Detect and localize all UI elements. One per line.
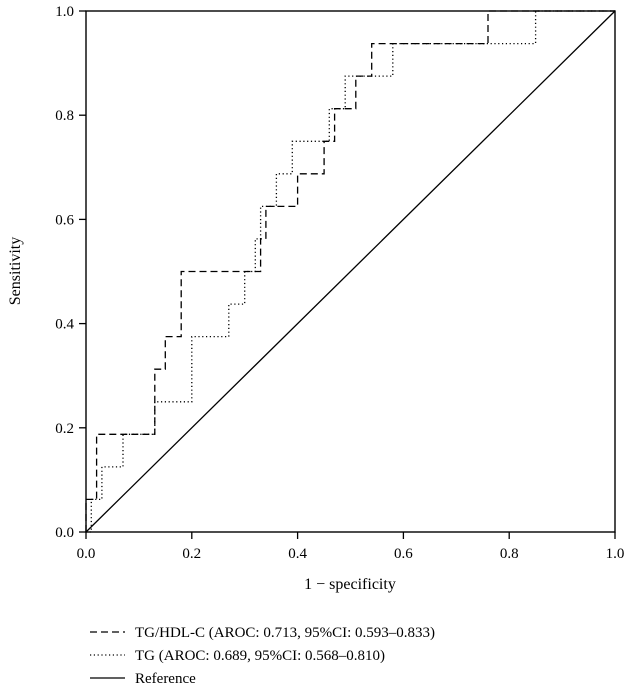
y-axis-label: Sensitivity [7,237,24,305]
series-line-dashed [85,10,615,532]
y-tick-label: 0.2 [55,421,74,437]
plot-frame [85,10,616,533]
y-tick-label: 0.6 [55,212,74,228]
x-tick-label: 1.0 [606,546,625,562]
x-tick-label: 0.8 [500,546,519,562]
legend-label: TG (AROC: 0.689, 95%CI: 0.568–0.810) [135,648,385,664]
x-axis-label: 1 − specificity [304,576,396,593]
series-line-solid [85,10,616,533]
y-tick-label: 0.8 [55,108,74,124]
y-tick-label: 0.4 [55,317,74,333]
x-axis: 0.0 0.2 0.4 0.6 0.8 1.0 [77,532,625,562]
plot-area [85,10,616,533]
y-tick-label: 1.0 [55,4,74,20]
legend: TG/HDL-C (AROC: 0.713, 95%CI: 0.593–0.83… [90,625,435,687]
x-tick-label: 0.6 [394,546,413,562]
y-tick-label: 0.0 [55,525,74,541]
series-layer [85,10,616,533]
y-axis: 0.0 0.2 0.4 0.6 0.8 1.0 [55,4,86,541]
x-tick-label: 0.2 [182,546,201,562]
legend-label: Reference [135,671,196,687]
series-line-dotted [86,10,615,533]
x-tick-label: 0.0 [77,546,96,562]
legend-label: TG/HDL-C (AROC: 0.713, 95%CI: 0.593–0.83… [135,625,435,641]
x-tick-label: 0.4 [288,546,307,562]
